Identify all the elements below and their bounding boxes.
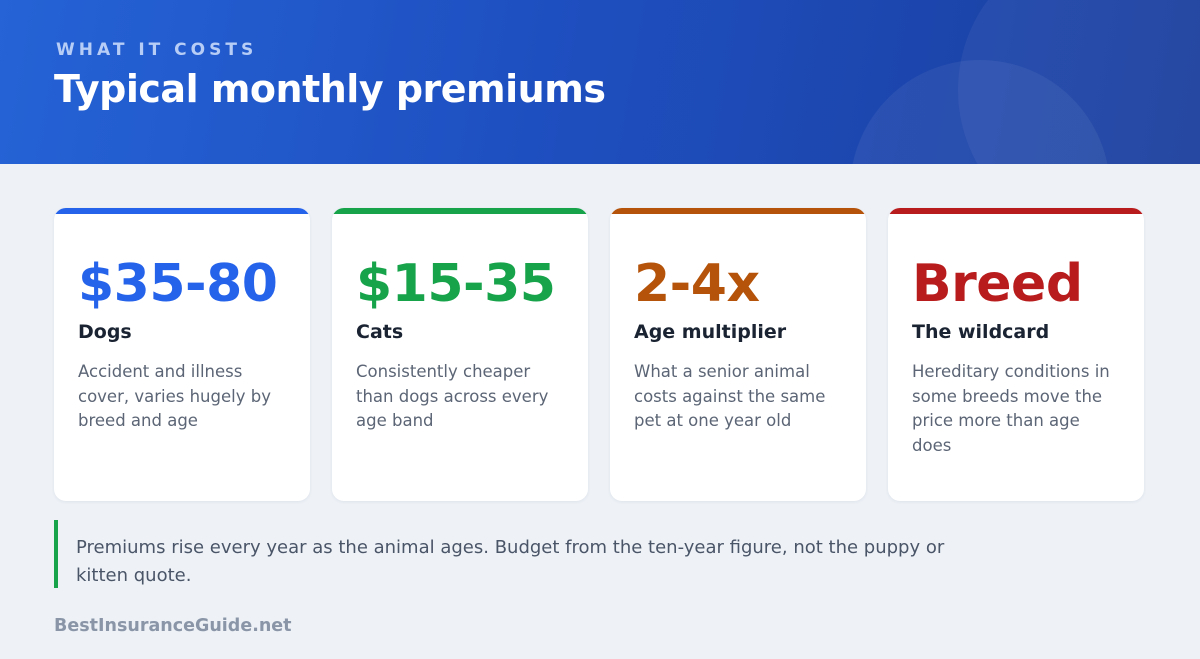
page-title: Typical monthly premiums <box>54 67 606 111</box>
card-label: Age multiplier <box>634 321 787 343</box>
card-cats: $15-35 Cats Consistently cheaper than do… <box>332 208 588 501</box>
card-accent-bar <box>54 208 310 214</box>
card-description: What a senior animal costs against the s… <box>634 362 826 430</box>
section-eyebrow: WHAT IT COSTS <box>56 40 258 60</box>
card-dogs: $35-80 Dogs Accident and illness cover, … <box>54 208 310 501</box>
card-breed: Breed The wildcard Hereditary conditions… <box>888 208 1144 501</box>
card-label: Dogs <box>78 321 132 343</box>
card-value: $15-35 <box>356 254 556 314</box>
card-label: The wildcard <box>912 321 1050 343</box>
card-value: 2-4x <box>634 254 760 314</box>
header-banner: WHAT IT COSTS Typical monthly premiums <box>0 0 1200 164</box>
card-description: Hereditary conditions in some breeds mov… <box>912 362 1110 455</box>
card-description: Accident and illness cover, varies hugel… <box>78 362 271 430</box>
callout-note: Premiums rise every year as the animal a… <box>54 520 994 588</box>
card-age-multiplier: 2-4x Age multiplier What a senior animal… <box>610 208 866 501</box>
card-label: Cats <box>356 321 404 343</box>
card-accent-bar <box>332 208 588 214</box>
card-accent-bar <box>610 208 866 214</box>
site-credit: BestInsuranceGuide.net <box>54 616 292 636</box>
decorative-circle <box>958 0 1200 164</box>
card-value: $35-80 <box>78 254 278 314</box>
card-description: Consistently cheaper than dogs across ev… <box>356 362 549 430</box>
card-value: Breed <box>912 254 1083 314</box>
card-accent-bar <box>888 208 1144 214</box>
